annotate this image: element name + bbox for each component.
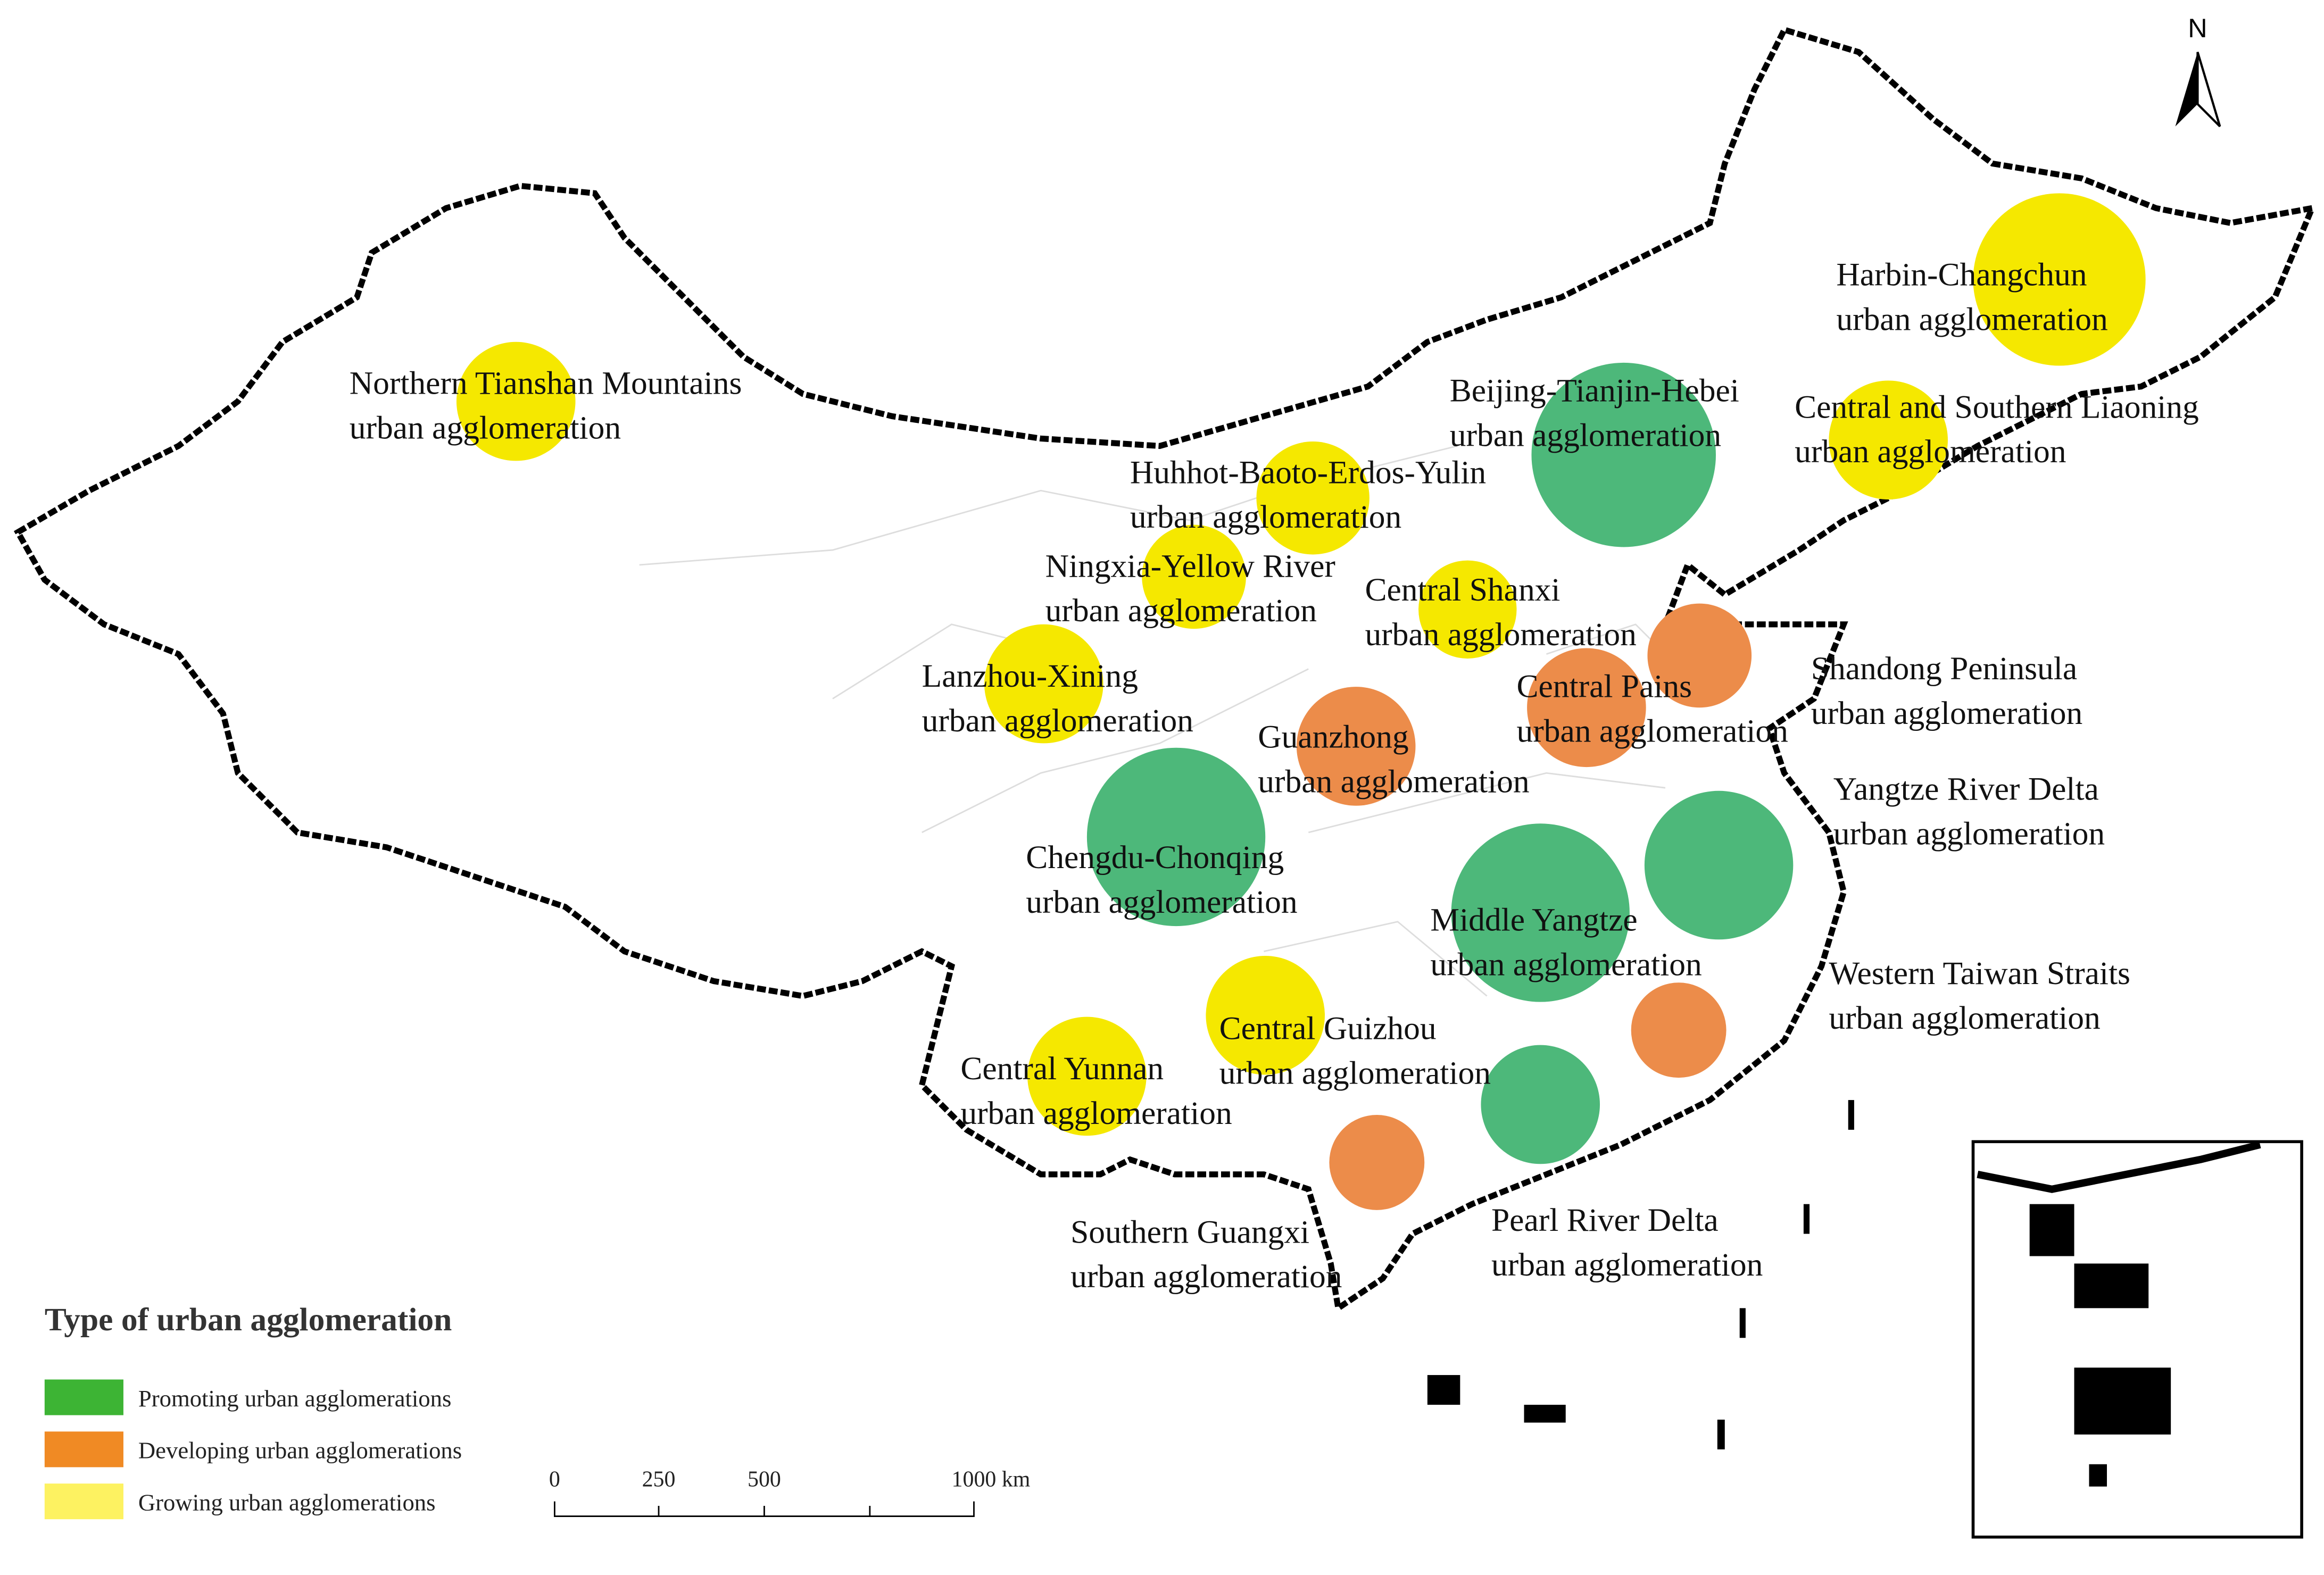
scale-label: 0 xyxy=(549,1468,560,1492)
agglomeration-name: Central Pains xyxy=(1517,669,1692,705)
agglomeration-circle xyxy=(1329,1115,1425,1210)
agglomeration-circle xyxy=(1647,603,1752,708)
agglomeration-suffix: urban agglomeration xyxy=(1045,593,1317,629)
agglomeration-circle xyxy=(984,624,1103,744)
agglomeration-circle xyxy=(456,341,576,461)
north-label: N xyxy=(2188,13,2207,43)
legend-title: Type of urban agglomeration xyxy=(45,1302,452,1338)
legend-swatch xyxy=(44,1484,123,1520)
agglomeration-suffix: urban agglomeration xyxy=(1491,1247,1763,1283)
agglomeration-circle xyxy=(1418,560,1517,659)
legend-label: Growing urban agglomerations xyxy=(138,1489,436,1515)
agglomeration-name: Northern Tianshan Mountains xyxy=(350,365,742,402)
agglomeration-name: Chengdu-Chonqing xyxy=(1026,839,1284,876)
agglomeration-circle xyxy=(1829,380,1948,500)
agglomeration-name: Southern Guangxi xyxy=(1070,1214,1309,1250)
agglomeration-circle xyxy=(1631,982,1727,1078)
islands xyxy=(1427,1100,1854,1449)
legend-label: Promoting urban agglomerations xyxy=(138,1385,452,1412)
agglomeration-circle xyxy=(1296,687,1416,806)
agglomeration-circle xyxy=(1086,747,1266,927)
province-lines xyxy=(639,445,1711,997)
agglomeration-suffix: urban agglomeration xyxy=(1450,417,1721,453)
agglomeration-name: Central Yunnan xyxy=(960,1051,1164,1087)
agglomeration-suffix: urban agglomeration xyxy=(1365,616,1636,653)
agglomeration-circle xyxy=(1973,193,2146,366)
agglomeration-name: Huhhot-Baoto-Erdos-Yulin xyxy=(1130,454,1486,490)
agglomeration-circle xyxy=(1531,362,1716,547)
scale-label: 250 xyxy=(642,1468,676,1492)
agglomeration-suffix: urban agglomeration xyxy=(1070,1259,1342,1295)
agglomeration-suffix: urban agglomeration xyxy=(1258,764,1529,800)
agglomeration-circle xyxy=(1206,955,1325,1075)
agglomeration-name: Pearl River Delta xyxy=(1491,1202,1719,1238)
agglomeration-name: Western Taiwan Straits xyxy=(1829,955,2130,991)
agglomeration-suffix: urban agglomeration xyxy=(1836,301,2107,337)
agglomeration-suffix: urban agglomeration xyxy=(1795,434,2066,470)
scale-bar: 0 250 500 1000 km xyxy=(549,1468,1031,1517)
agglomeration-name: Middle Yangtze xyxy=(1430,902,1637,938)
agglomeration-suffix: urban agglomeration xyxy=(1829,1000,2100,1036)
agglomeration-circle xyxy=(1142,524,1246,629)
agglomeration-circle xyxy=(1256,441,1370,555)
agglomeration-suffix: urban agglomeration xyxy=(350,410,621,446)
agglomeration-name: Ningxia-Yellow River xyxy=(1045,548,1335,584)
scale-label: 500 xyxy=(748,1468,781,1492)
labels: Northern Tianshan Mountains urban agglome… xyxy=(350,257,2199,1295)
agglomeration-name: Yangtze River Delta xyxy=(1833,771,2099,807)
legend: Type of urban agglomeration Promoting ur… xyxy=(44,1302,462,1520)
legend-swatch xyxy=(44,1431,123,1468)
legend-label: Developing urban agglomerations xyxy=(138,1437,462,1464)
agglomeration-name: Shandong Peninsula xyxy=(1811,651,2077,687)
agglomeration-suffix: urban agglomeration xyxy=(1026,884,1297,920)
legend-swatch xyxy=(44,1379,123,1415)
agglomeration-name: Guanzhong xyxy=(1258,719,1408,755)
agglomeration-suffix: urban agglomeration xyxy=(960,1095,1232,1131)
agglomeration-name: Harbin-Changchun xyxy=(1836,257,2087,293)
agglomeration-suffix: urban agglomeration xyxy=(922,703,1193,739)
agglomeration-suffix: urban agglomeration xyxy=(1130,499,1401,535)
agglomeration-suffix: urban agglomeration xyxy=(1430,946,1702,982)
agglomeration-suffix: urban agglomeration xyxy=(1833,815,2105,852)
agglomeration-name: Central Shanxi xyxy=(1365,572,1560,608)
inset-map xyxy=(1971,1140,2303,1539)
scale-line xyxy=(553,1501,975,1517)
agglomeration-circle xyxy=(1451,823,1630,1002)
agglomeration-name: Beijing-Tianjin-Hebei xyxy=(1450,373,1739,409)
agglomeration-suffix: urban agglomeration xyxy=(1219,1055,1491,1091)
agglomeration-circle xyxy=(1027,1016,1147,1136)
agglomeration-circle xyxy=(1644,790,1794,940)
agglomeration-suffix: urban agglomeration xyxy=(1811,695,2082,731)
agglomeration-name: Central Guizhou xyxy=(1219,1010,1437,1046)
agglomeration-name: Central and Southern Liaoning xyxy=(1795,389,2199,425)
circles xyxy=(456,193,2146,1210)
agglomeration-circle xyxy=(1527,648,1646,768)
country-border xyxy=(13,26,2317,1313)
agglomeration-circle xyxy=(1481,1045,1600,1164)
agglomeration-name: Lanzhou-Xining xyxy=(922,658,1138,694)
scale-label: 1000 km xyxy=(952,1468,1031,1492)
agglomeration-suffix: urban agglomeration xyxy=(1517,713,1788,749)
